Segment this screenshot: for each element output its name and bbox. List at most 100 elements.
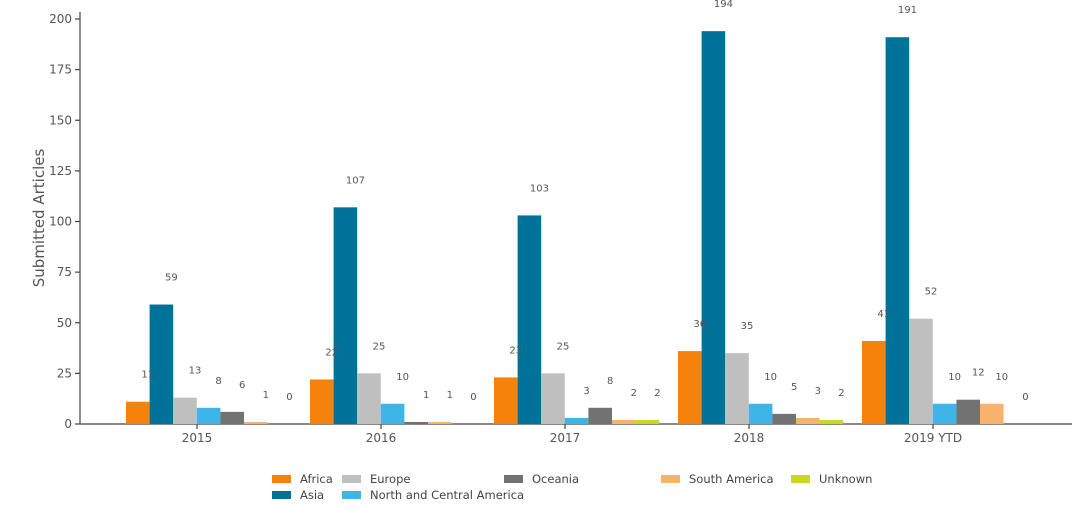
value-label: 11 — [141, 370, 154, 381]
value-label: 10 — [764, 372, 777, 383]
legend-swatch — [272, 475, 291, 483]
legend: Africa Asia Europe North and Central Americ… — [272, 472, 912, 508]
x-tick-label: 2015 — [182, 431, 213, 445]
y-tick-label: 100 — [49, 215, 72, 229]
legend-label: Oceania — [532, 472, 580, 486]
value-label: 1 — [447, 390, 453, 401]
value-label: 0 — [470, 392, 476, 403]
y-tick-label: 25 — [57, 366, 72, 380]
bar-north-and-central-america-2015 — [196, 407, 221, 424]
value-label: 25 — [373, 341, 386, 352]
legend-swatch — [342, 491, 361, 499]
y-tick-label: 200 — [49, 12, 72, 26]
legend-swatch — [661, 475, 680, 483]
bar-north-and-central-america-2019-ytd — [932, 403, 957, 424]
value-label: 36 — [693, 319, 706, 330]
y-tick-label: 150 — [49, 113, 72, 127]
bar-asia-2019-ytd — [885, 37, 910, 424]
y-tick-label: 175 — [49, 63, 72, 77]
value-label: 1 — [263, 390, 269, 401]
x-tick-label: 2019 YTD — [904, 431, 962, 445]
bar-africa-2017 — [494, 377, 518, 424]
legend-item-north-and-central-america: North and Central America — [342, 488, 524, 502]
bar-africa-2018 — [678, 351, 702, 424]
x-tick-label: 2017 — [550, 431, 581, 445]
bar-asia-2018 — [701, 31, 726, 425]
bar-unknown-2017 — [635, 419, 660, 424]
bar-south-america-2016 — [428, 421, 452, 424]
legend-item-asia: Asia — [272, 488, 324, 502]
value-label: 2 — [631, 388, 637, 399]
value-label: 103 — [530, 183, 549, 194]
value-label: 13 — [189, 366, 202, 377]
bar-asia-2017 — [517, 215, 542, 424]
value-label: 52 — [925, 287, 938, 298]
bar-europe-2017 — [541, 373, 565, 424]
value-label: 2 — [654, 388, 660, 399]
bar-oceania-2019-ytd — [956, 399, 980, 424]
legend-swatch — [791, 475, 810, 483]
value-label: 194 — [714, 0, 733, 10]
value-label: 2 — [838, 388, 844, 399]
value-label: 191 — [898, 5, 917, 16]
legend-label: Africa — [300, 472, 333, 486]
bar-asia-2015 — [149, 304, 174, 424]
x-axis: 2015 2016 2017 2018 2019 YTD — [80, 423, 1072, 445]
value-label: 10 — [995, 372, 1008, 383]
bars — [126, 31, 1004, 425]
bar-south-america-2019-ytd — [980, 403, 1004, 424]
legend-item-south-america: South America — [661, 472, 774, 486]
value-label: 0 — [286, 392, 292, 403]
value-label: 41 — [877, 309, 890, 320]
y-tick-label: 0 — [64, 417, 72, 431]
legend-swatch — [272, 491, 291, 499]
legend-swatch — [342, 475, 361, 483]
legend-label: Unknown — [819, 472, 873, 486]
value-label: 10 — [948, 372, 961, 383]
legend-item-unknown: Unknown — [791, 472, 872, 486]
value-label: 0 — [1022, 392, 1028, 403]
bar-europe-2018 — [725, 353, 749, 424]
x-tick-label: 2018 — [734, 431, 765, 445]
value-label: 10 — [396, 372, 409, 383]
y-tick-label: 75 — [57, 265, 72, 279]
y-tick-label: 50 — [57, 316, 72, 330]
legend-label: Asia — [300, 488, 325, 502]
value-label: 22 — [325, 347, 338, 358]
bar-south-america-2015 — [244, 421, 268, 424]
value-label: 35 — [741, 321, 754, 332]
value-label: 1 — [423, 390, 429, 401]
bar-north-and-central-america-2018 — [748, 403, 773, 424]
bar-europe-2015 — [173, 397, 197, 424]
bar-south-america-2018 — [796, 417, 820, 424]
value-label: 25 — [557, 341, 570, 352]
value-label: 12 — [972, 368, 985, 379]
bar-oceania-2018 — [772, 413, 796, 424]
bar-europe-2019-ytd — [909, 318, 933, 424]
bar-oceania-2017 — [588, 407, 612, 424]
y-axis: 0 25 50 75 100 125 150 175 200 — [49, 12, 81, 431]
value-label: 8 — [607, 376, 613, 387]
x-tick-label: 2016 — [366, 431, 397, 445]
value-label: 5 — [791, 382, 797, 393]
bar-unknown-2018 — [819, 419, 844, 424]
bar-africa-2016 — [310, 379, 334, 424]
legend-label: South America — [689, 472, 774, 486]
value-label: 6 — [239, 380, 245, 391]
value-label: 107 — [346, 175, 365, 186]
bar-north-and-central-america-2017 — [564, 417, 589, 424]
bar-africa-2015 — [126, 401, 150, 424]
bar-europe-2016 — [357, 373, 381, 424]
bar-asia-2016 — [333, 207, 358, 424]
bar-oceania-2015 — [220, 411, 244, 424]
legend-item-oceania: Oceania — [504, 472, 579, 486]
legend-item-europe: Europe — [342, 472, 410, 486]
y-tick-label: 125 — [49, 164, 72, 178]
legend-item-africa: Africa — [272, 472, 333, 486]
y-axis-label: Submitted Articles — [30, 149, 48, 288]
legend-swatch — [504, 475, 523, 483]
value-label: 23 — [509, 345, 522, 356]
value-label: 8 — [215, 376, 221, 387]
